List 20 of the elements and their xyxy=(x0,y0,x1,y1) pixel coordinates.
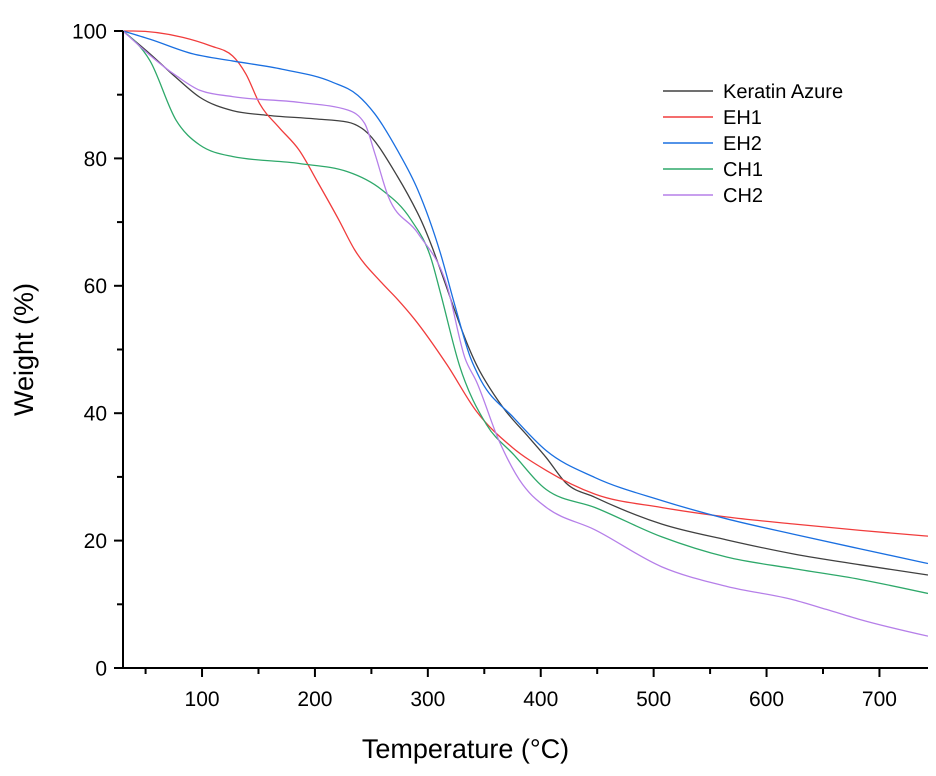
x-tick-label: 700 xyxy=(862,688,897,711)
x-tick-label: 500 xyxy=(636,688,672,711)
y-tick-label: 60 xyxy=(84,275,107,298)
legend-label: EH1 xyxy=(723,107,762,129)
x-tick-label: 100 xyxy=(184,688,220,711)
y-tick-label: 40 xyxy=(84,402,107,426)
x-tick-label: 200 xyxy=(297,688,332,711)
y-tick-label: 0 xyxy=(95,657,107,680)
x-tick-label: 400 xyxy=(523,688,558,711)
y-tick-label: 80 xyxy=(84,148,107,171)
x-axis-title: Temperature (°C) xyxy=(362,734,570,764)
x-tick-label: 300 xyxy=(410,688,446,711)
x-tick-label: 600 xyxy=(749,688,784,711)
y-tick-label: 20 xyxy=(84,530,107,553)
legend-label: EH2 xyxy=(723,133,762,155)
legend-label: CH2 xyxy=(723,185,764,207)
y-axis-title: Weight (%) xyxy=(9,282,39,416)
y-tick-label: 100 xyxy=(72,20,107,44)
legend-label: Keratin Azure xyxy=(723,81,844,103)
legend-label: CH1 xyxy=(723,159,764,181)
